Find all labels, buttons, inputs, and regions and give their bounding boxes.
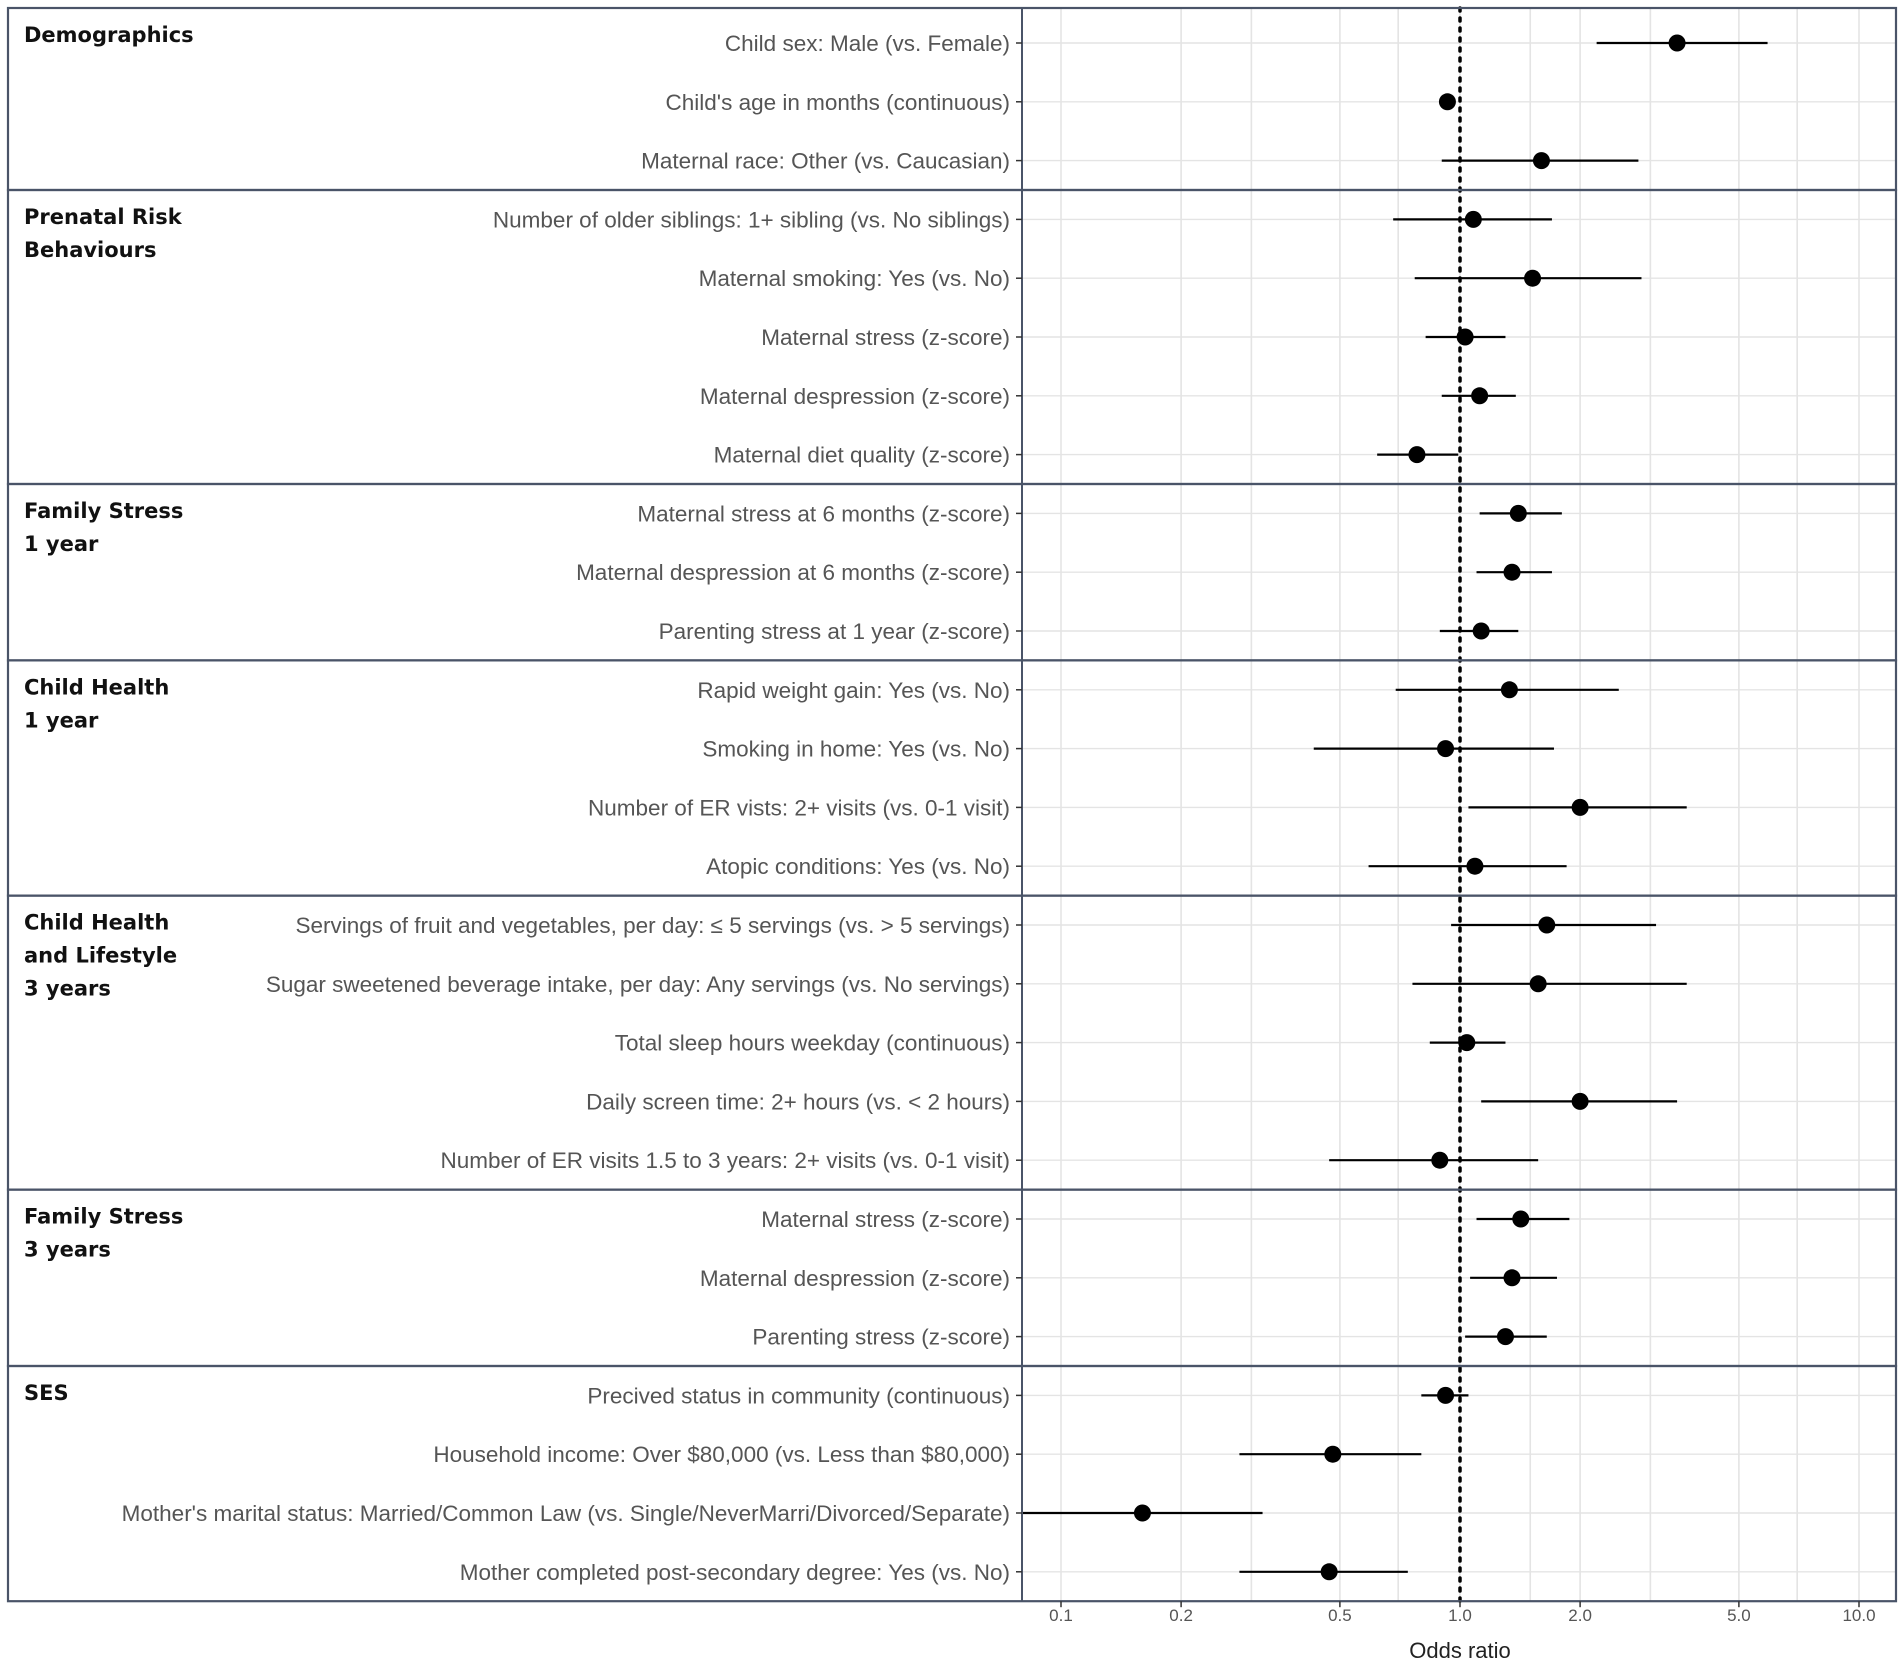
group-label: 1 year (24, 708, 99, 732)
or-point (1503, 1269, 1521, 1287)
or-point (1500, 681, 1518, 699)
or-point (1472, 622, 1490, 640)
row-label: Precived status in community (continuous… (587, 1383, 1010, 1408)
or-point (1133, 1504, 1151, 1522)
row-label: Rapid weight gain: Yes (vs. No) (697, 678, 1010, 703)
or-point (1456, 328, 1474, 346)
x-tick-label: 2.0 (1568, 1606, 1592, 1625)
row-label: Smoking in home: Yes (vs. No) (702, 737, 1010, 762)
or-point (1466, 857, 1484, 875)
row-label: Number of ER visits 1.5 to 3 years: 2+ v… (440, 1148, 1010, 1173)
row-label: Parenting stress (z-score) (752, 1325, 1010, 1350)
row-label: Maternal despression at 6 months (z-scor… (576, 560, 1010, 585)
row-label: Total sleep hours weekday (continuous) (615, 1031, 1010, 1056)
x-tick-label: 1.0 (1448, 1606, 1472, 1625)
or-point (1438, 93, 1456, 111)
group-label: 1 year (24, 532, 99, 556)
or-point (1509, 504, 1527, 522)
row-label: Maternal race: Other (vs. Caucasian) (641, 149, 1010, 174)
row-label: Mother's marital status: Married/Common … (122, 1501, 1010, 1526)
row-label: Parenting stress at 1 year (z-score) (659, 619, 1010, 644)
group-label: and Lifestyle (24, 944, 177, 968)
group-label: Behaviours (24, 238, 157, 262)
or-point (1496, 1328, 1514, 1346)
row-label: Household income: Over $80,000 (vs. Less… (433, 1442, 1010, 1467)
row-label: Child's age in months (continuous) (666, 90, 1010, 115)
or-point (1538, 916, 1556, 934)
group-label: 3 years (24, 977, 111, 1001)
or-point (1524, 269, 1542, 287)
row-label: Maternal despression (z-score) (700, 1266, 1010, 1291)
row-label: Servings of fruit and vegetables, per da… (295, 913, 1010, 938)
group-label: Child Health (24, 675, 169, 699)
or-point (1471, 387, 1489, 405)
row-label: Number of older siblings: 1+ sibling (vs… (493, 207, 1010, 232)
row-label: Mother completed post-secondary degree: … (460, 1560, 1010, 1585)
x-tick-label: 10.0 (1842, 1606, 1875, 1625)
or-point (1503, 563, 1521, 581)
or-point (1529, 975, 1547, 993)
or-point (1431, 1151, 1449, 1169)
row-label: Sugar sweetened beverage intake, per day… (266, 972, 1010, 997)
group-label: Family Stress (24, 499, 183, 523)
or-point (1408, 446, 1426, 464)
row-label: Child sex: Male (vs. Female) (725, 31, 1010, 56)
row-label: Atopic conditions: Yes (vs. No) (706, 854, 1010, 879)
x-tick-label: 0.5 (1328, 1606, 1352, 1625)
or-point (1512, 1210, 1530, 1228)
row-labels: Child sex: Male (vs. Female) Child's age … (122, 31, 1022, 1585)
group-label: 3 years (24, 1238, 111, 1262)
group-label: Family Stress (24, 1205, 183, 1229)
odds-ratio-points (1133, 34, 1686, 1581)
or-point (1464, 210, 1482, 228)
or-point (1437, 740, 1455, 758)
or-point (1532, 152, 1550, 170)
x-tick-label: 0.1 (1049, 1606, 1073, 1625)
x-axis-title: Odds ratio (1409, 1638, 1511, 1663)
row-label: Maternal diet quality (z-score) (714, 443, 1010, 468)
or-point (1320, 1563, 1338, 1581)
or-point (1324, 1445, 1342, 1463)
x-tick-label: 5.0 (1727, 1606, 1751, 1625)
or-point (1668, 34, 1686, 52)
or-point (1437, 1386, 1455, 1404)
group-labels: Demographics Prenatal Risk Behaviours Famil… (24, 23, 194, 1405)
group-frame (6, 1364, 1898, 1603)
or-point (1458, 1034, 1476, 1052)
row-label: Maternal smoking: Yes (vs. No) (699, 266, 1010, 291)
row-label: Maternal stress (z-score) (761, 325, 1010, 350)
row-label: Maternal stress at 6 months (z-score) (637, 501, 1010, 526)
group-label: SES (24, 1381, 69, 1405)
x-axis: 0.1 0.2 0.5 1.0 2.0 5.0 10.0 (1049, 1601, 1876, 1625)
group-label: Demographics (24, 23, 194, 47)
row-label: Maternal despression (z-score) (700, 384, 1010, 409)
x-tick-label: 0.2 (1169, 1606, 1193, 1625)
row-label: Maternal stress (z-score) (761, 1207, 1010, 1232)
or-point (1571, 1092, 1589, 1110)
group-label: Prenatal Risk (24, 205, 183, 229)
group-frames (6, 6, 1898, 1603)
group-label: Child Health (24, 911, 169, 935)
row-label: Daily screen time: 2+ hours (vs. < 2 hou… (586, 1089, 1010, 1114)
or-point (1571, 798, 1589, 816)
row-label: Number of ER vists: 2+ visits (vs. 0-1 v… (588, 795, 1010, 820)
